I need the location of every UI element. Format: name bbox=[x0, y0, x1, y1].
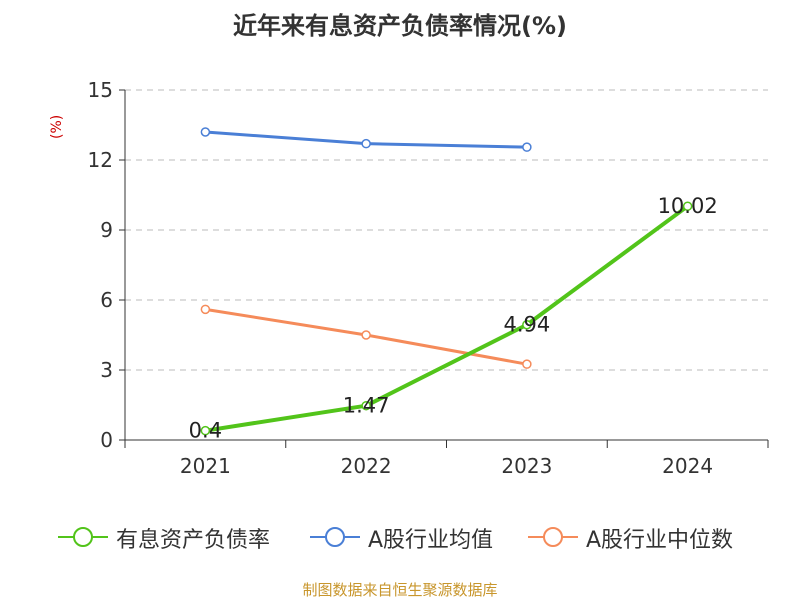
x-tick-label: 2023 bbox=[501, 454, 552, 478]
data-point[interactable] bbox=[361, 330, 371, 340]
y-tick-label: 15 bbox=[88, 78, 113, 102]
data-label: 10.02 bbox=[658, 194, 718, 218]
y-tick-label: 9 bbox=[100, 218, 113, 242]
legend-label-industry-median: A股行业中位数 bbox=[586, 528, 734, 553]
data-point[interactable] bbox=[361, 400, 371, 411]
legend-marker-industry-median bbox=[528, 527, 578, 547]
data-point[interactable] bbox=[361, 138, 371, 149]
legend-marker-interest-debt-ratio bbox=[58, 527, 108, 547]
data-point[interactable] bbox=[200, 127, 211, 137]
data-label: 4.94 bbox=[503, 313, 550, 337]
data-point[interactable] bbox=[522, 319, 532, 330]
y-tick-label: 6 bbox=[100, 288, 113, 312]
series-line bbox=[205, 204, 689, 433]
legend-label-industry-mean: A股行业均值 bbox=[368, 528, 494, 553]
legend-label-interest-debt-ratio: 有息资产负债率 bbox=[116, 528, 271, 553]
data-point[interactable] bbox=[522, 142, 532, 152]
x-tick-label: 2024 bbox=[662, 454, 713, 478]
data-label: 0.4 bbox=[189, 419, 222, 443]
series-lines bbox=[200, 127, 693, 436]
data-labels: 0.4 1.47 4.94 10.02 bbox=[189, 194, 718, 442]
y-tick-label: 12 bbox=[88, 148, 113, 172]
x-tick-label: 2022 bbox=[341, 454, 392, 478]
chart-title: 近年来有息资产负债率情况(%) bbox=[233, 12, 567, 40]
data-point[interactable] bbox=[682, 201, 693, 211]
data-label: 1.47 bbox=[343, 394, 390, 418]
data-point[interactable] bbox=[522, 359, 532, 369]
x-tick-label: 2021 bbox=[180, 454, 231, 478]
legend-marker-industry-mean bbox=[310, 527, 360, 547]
y-tick-label: 0 bbox=[100, 428, 113, 452]
axes: 0 3 6 9 12 15 2021 2022 2023 2024 bbox=[88, 78, 769, 478]
legend: 有息资产负债率 A股行业均值 A股行业中位数 bbox=[0, 520, 800, 554]
data-source-note: 制图数据来自恒生聚源数据库 bbox=[302, 581, 498, 599]
y-tick-label: 3 bbox=[100, 358, 113, 382]
grid-lines bbox=[125, 89, 768, 371]
data-point[interactable] bbox=[200, 425, 211, 436]
data-point[interactable] bbox=[200, 304, 211, 315]
